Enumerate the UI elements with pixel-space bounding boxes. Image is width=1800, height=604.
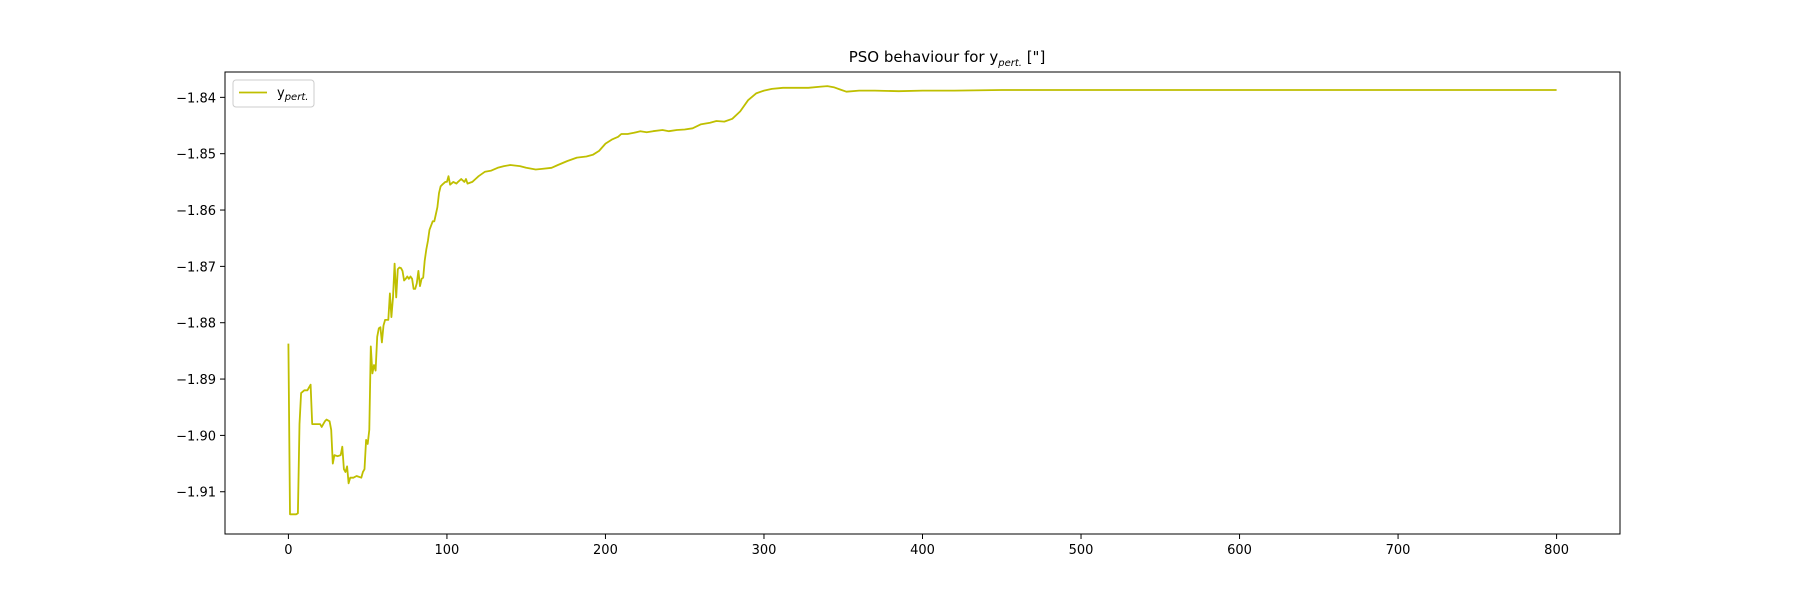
- x-tick-label: 300: [752, 543, 777, 558]
- y-tick-label: −1.88: [176, 317, 216, 332]
- chart-title: PSO behaviour for ypert. ["]: [849, 48, 1046, 69]
- x-tick-label: 700: [1386, 543, 1411, 558]
- x-tick-label: 400: [910, 543, 935, 558]
- y-tick-label: −1.90: [176, 429, 216, 444]
- legend-label: ypert.: [277, 86, 308, 103]
- y-tick-label: −1.84: [176, 91, 216, 106]
- plot-area: [225, 72, 1620, 534]
- series-line-ypert: [287, 85, 1557, 516]
- x-tick-label: 500: [1069, 543, 1094, 558]
- x-tick-label: 100: [435, 543, 460, 558]
- y-tick-label: −1.86: [176, 204, 216, 219]
- legend-box: [232, 79, 315, 108]
- y-tick-label: −1.87: [176, 260, 216, 275]
- y-tick-label: −1.89: [176, 373, 216, 388]
- x-axis: 0 100 200 300 400 500 600 700 800: [284, 534, 1569, 558]
- x-tick-label: 0: [284, 543, 292, 558]
- x-tick-label: 600: [1227, 543, 1252, 558]
- plot-frame: [224, 71, 1621, 535]
- x-tick-label: 200: [593, 543, 618, 558]
- x-tick-label: 800: [1544, 543, 1569, 558]
- y-tick-label: −1.85: [176, 148, 216, 163]
- y-axis: −1.91 −1.90 −1.89 −1.88 −1.87 −1.86 −1.85 −1.84: [176, 91, 225, 501]
- y-tick-label: −1.91: [176, 486, 216, 501]
- legend: ypert.: [232, 79, 315, 108]
